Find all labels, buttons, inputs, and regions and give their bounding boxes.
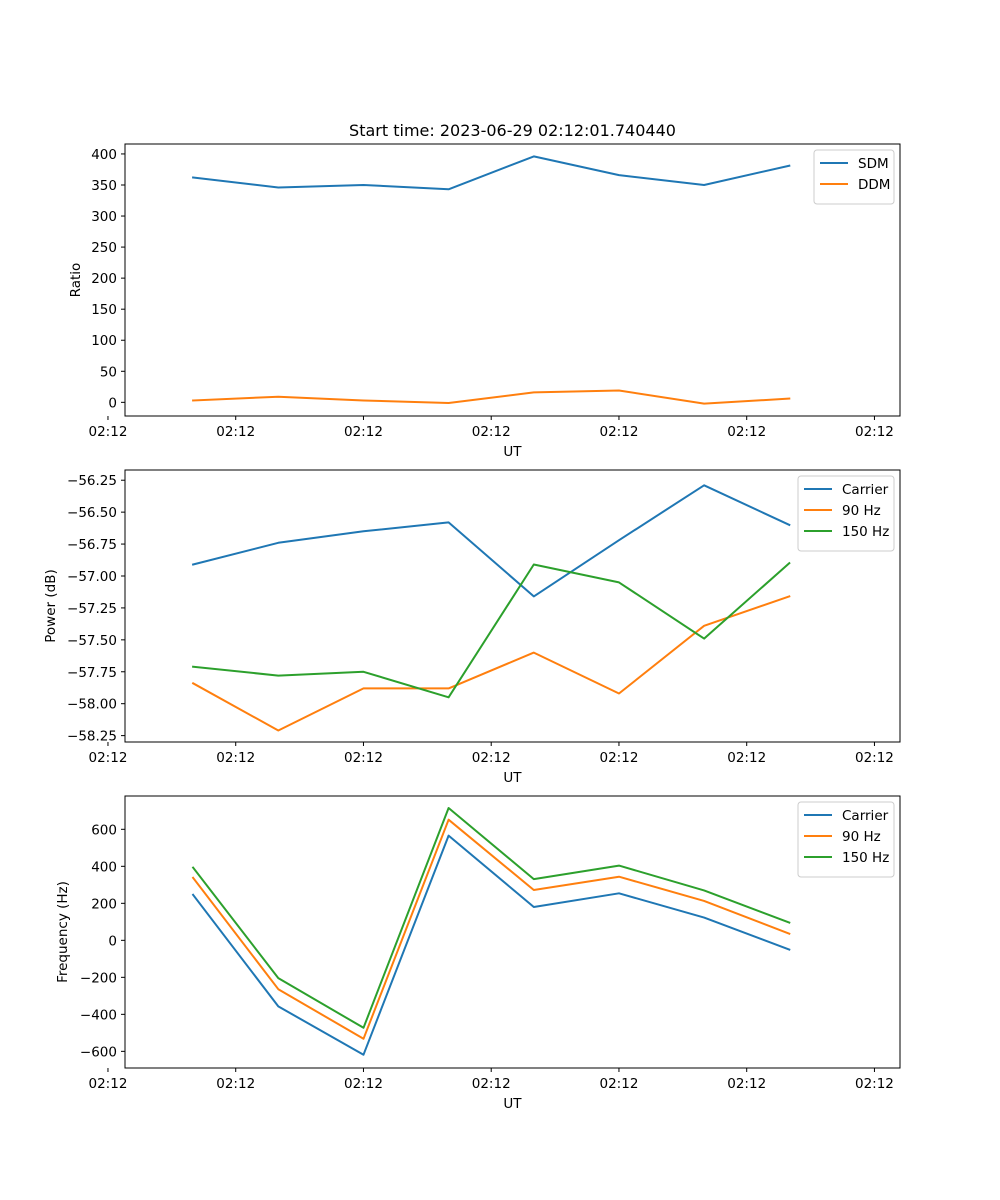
chart-panel-2: 02:12 02:12 02:12 02:12 02:12 02:12 02:12 −58.2…: [43, 469, 901, 786]
y-tick-label: −56.25: [67, 473, 117, 489]
x-axis-label: UT: [503, 770, 522, 786]
y-tick-label: −58.25: [67, 729, 117, 745]
legend-label: 150 Hz: [842, 524, 889, 540]
x-tick-label: 02:12: [855, 1076, 894, 1092]
x-tick-label: 02:12: [600, 750, 639, 766]
y-tick-label: −400: [80, 1007, 117, 1023]
y-axis-label: Frequency (Hz): [55, 881, 71, 983]
plot-frame: [124, 795, 901, 1069]
y-tick-label: 400: [91, 147, 117, 163]
legend-label: DDM: [858, 177, 890, 193]
y-tick-label: −58.00: [67, 697, 117, 713]
plot-frame: [124, 469, 901, 743]
series-line-150-hz: [192, 561, 791, 699]
x-tick-label: 02:12: [600, 424, 639, 440]
y-tick-label: 600: [91, 822, 117, 838]
x-tick-label: 02:12: [855, 750, 894, 766]
series-line-90-hz: [191, 818, 791, 1040]
x-axis-label: UT: [503, 444, 522, 460]
y-tick-label: −600: [80, 1044, 117, 1060]
x-tick-label: 02:12: [472, 424, 511, 440]
y-tick-label: −57.75: [67, 665, 117, 681]
y-tick-label: 300: [91, 209, 117, 225]
y-tick-label: 100: [91, 333, 117, 349]
x-tick-label: 02:12: [472, 750, 511, 766]
chart-panel-3: 02:12 02:12 02:12 02:12 02:12 02:12 02:12 −600 −…: [55, 795, 901, 1112]
y-tick-label: 150: [91, 302, 117, 318]
legend-label: 90 Hz: [842, 503, 881, 519]
y-tick-label: 350: [91, 178, 117, 194]
y-tick-label: 0: [108, 395, 117, 411]
y-tick-label: 250: [91, 240, 117, 256]
legend: SDM DDM: [813, 149, 895, 205]
x-axis-label: UT: [503, 1096, 522, 1112]
x-tick-label: 02:12: [89, 750, 128, 766]
y-tick-label: 50: [100, 364, 117, 380]
legend-label: 90 Hz: [842, 829, 881, 845]
x-tick-label: 02:12: [344, 750, 383, 766]
legend-label: Carrier: [842, 482, 889, 498]
x-tick-label: 02:12: [727, 1076, 766, 1092]
y-axis-label: Ratio: [68, 263, 84, 298]
legend-label: SDM: [858, 156, 889, 172]
y-tick-label: −56.50: [67, 505, 117, 521]
y-tick-label: 0: [108, 933, 117, 949]
x-tick-label: 02:12: [89, 1076, 128, 1092]
legend: Carrier 90 Hz 150 Hz: [797, 801, 895, 878]
figure-title: Start time: 2023-06-29 02:12:01.740440: [349, 121, 676, 140]
y-axis-label: Power (dB): [43, 569, 59, 642]
x-tick-label: 02:12: [216, 750, 255, 766]
legend: Carrier 90 Hz 150 Hz: [797, 475, 895, 552]
series-line-ddm: [192, 389, 791, 405]
x-tick-label: 02:12: [216, 424, 255, 440]
y-tick-label: 200: [91, 896, 117, 912]
y-tick-label: −57.00: [67, 569, 117, 585]
series-line-90-hz: [191, 595, 791, 732]
series-line-carrier: [191, 834, 791, 1056]
x-tick-label: 02:12: [216, 1076, 255, 1092]
x-tick-label: 02:12: [855, 424, 894, 440]
legend-box: [797, 801, 895, 878]
plot-frame: [124, 143, 901, 417]
legend-label: Carrier: [842, 808, 889, 824]
y-tick-label: −57.25: [67, 601, 117, 617]
chart-panel-1: 02:12 02:12 02:12 02:12 02:12 02:12 02:12 0 50 10…: [68, 143, 901, 460]
legend-label: 150 Hz: [842, 850, 889, 866]
series-line-sdm: [191, 155, 791, 191]
series-line-150-hz: [191, 807, 791, 1029]
x-tick-label: 02:12: [344, 424, 383, 440]
legend-box: [797, 475, 895, 552]
x-tick-label: 02:12: [344, 1076, 383, 1092]
x-tick-label: 02:12: [727, 424, 766, 440]
x-tick-label: 02:12: [600, 1076, 639, 1092]
x-tick-label: 02:12: [727, 750, 766, 766]
series-line-carrier: [191, 484, 791, 598]
y-tick-label: 200: [91, 271, 117, 287]
y-tick-label: −57.50: [67, 633, 117, 649]
y-tick-label: −56.75: [67, 537, 117, 553]
y-tick-label: −200: [80, 970, 117, 986]
x-tick-label: 02:12: [472, 1076, 511, 1092]
y-tick-label: 400: [91, 859, 117, 875]
x-tick-label: 02:12: [89, 424, 128, 440]
